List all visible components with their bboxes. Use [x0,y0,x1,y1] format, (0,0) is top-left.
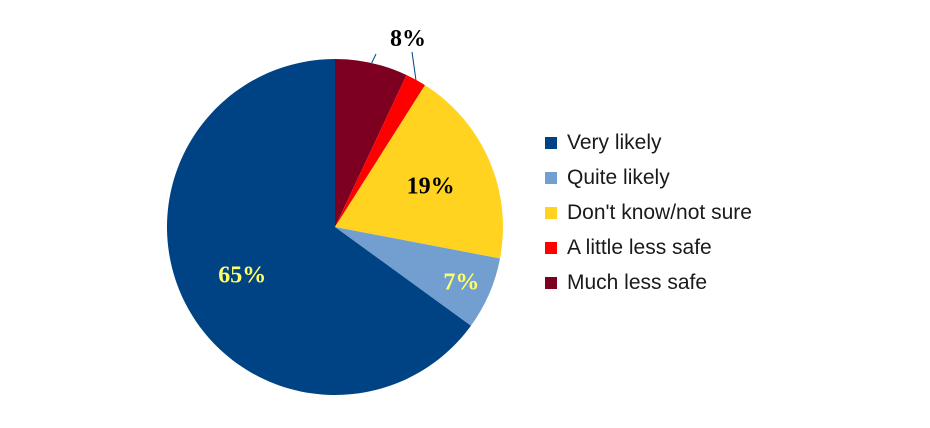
legend-swatch [545,137,557,149]
legend-item-much-less-safe: Much less safe [545,270,785,295]
legend-label: Don't know/not sure [567,201,752,224]
pie-slice-much-less-safe [335,59,407,227]
legend-label: Very likely [567,131,662,154]
legend-label: A little less safe [567,236,712,259]
legend-label: Quite likely [567,166,670,189]
data-label-combined: 8% [390,26,426,52]
legend-item-a-little-less-safe: A little less safe [545,235,785,260]
data-label-very-likely: 65% [218,262,266,288]
leader-line-much-less-safe [371,53,377,64]
pie-slice-a-little-less-safe [335,74,426,228]
pie-slice-don-t-know-not-sure [335,85,503,259]
legend-swatch [545,172,557,184]
data-label-quite-likely: 7% [443,270,479,296]
legend-swatch [545,242,557,254]
legend-item-don-t-know-not-sure: Don't know/not sure [545,200,785,225]
pie-slice-very-likely [167,59,471,396]
legend-item-quite-likely: Quite likely [545,165,785,190]
legend-swatch [545,207,557,219]
pie-slice-quite-likely [335,227,501,326]
leader-line-a-little-less-safe [411,51,417,80]
data-label-don-t-know-not-sure: 19% [407,174,455,200]
legend-label: Much less safe [567,271,708,294]
chart-legend: Very likely Quite likely Don't know/not su… [545,130,785,305]
legend-item-very-likely: Very likely [545,130,785,155]
legend-swatch [545,277,557,289]
